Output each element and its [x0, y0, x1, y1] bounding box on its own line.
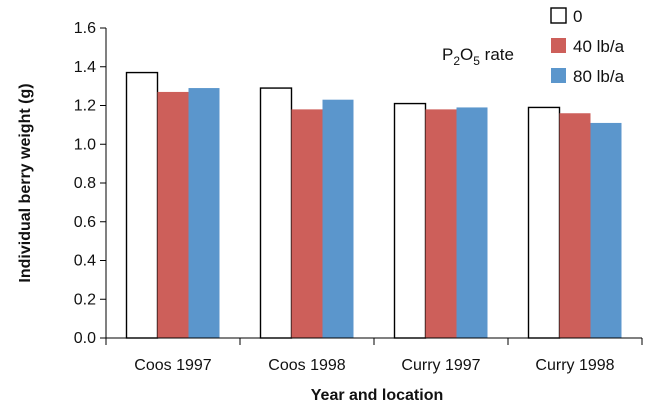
y-tick-label: 0.0	[74, 330, 96, 347]
bar-2-3	[425, 109, 457, 338]
y-tick-label: 1.6	[74, 20, 96, 37]
bar-1-1	[125, 71, 159, 339]
x-axis: Coos 1997 Coos 1998 Curry 1997 Curry 1998	[105, 337, 643, 374]
bar-1-3	[393, 102, 427, 339]
y-tick-label: 0.4	[74, 253, 96, 270]
bar-3-1	[188, 88, 220, 338]
bar-3-4	[590, 122, 622, 338]
x-tick-label: Curry 1998	[535, 357, 614, 374]
y-tick-label: 0.6	[74, 214, 96, 231]
y-tick-label: 0.8	[74, 175, 96, 192]
y-tick-label: 1.4	[74, 59, 96, 76]
legend-swatch-1	[550, 7, 567, 24]
x-tick-label: Curry 1997	[401, 357, 480, 374]
legend-label-1: 0	[573, 7, 582, 26]
bar-3-2	[322, 99, 354, 338]
y-axis: 0.0 0.2 0.4 0.6 0.8 1.0 1.2 1.4 1.6	[74, 20, 107, 347]
legend-swatch-3	[551, 68, 566, 83]
bar-2-2	[291, 109, 323, 338]
bar-2-1	[157, 91, 189, 338]
x-tick-label: Coos 1998	[268, 357, 345, 374]
y-axis-title: Individual berry weight (g)	[17, 83, 34, 282]
bar-1-4	[527, 106, 561, 339]
legend-label-2: 40 lb/a	[573, 37, 625, 56]
y-tick-label: 1.2	[74, 98, 96, 115]
legend-swatch-2	[551, 38, 566, 53]
x-axis-title: Year and location	[311, 387, 443, 404]
bar-2-4	[559, 113, 591, 338]
bar-1-2	[259, 87, 293, 339]
plot-area	[125, 71, 622, 339]
y-tick-label: 0.2	[74, 291, 96, 308]
x-tick-label: Coos 1997	[134, 357, 211, 374]
legend: P2O5 rate 0 40 lb/a 80 lb/a	[442, 7, 625, 86]
legend-label-3: 80 lb/a	[573, 67, 625, 86]
bar-3-3	[456, 107, 488, 338]
legend-title: P2O5 rate	[442, 45, 514, 68]
y-tick-label: 1.0	[74, 136, 96, 153]
